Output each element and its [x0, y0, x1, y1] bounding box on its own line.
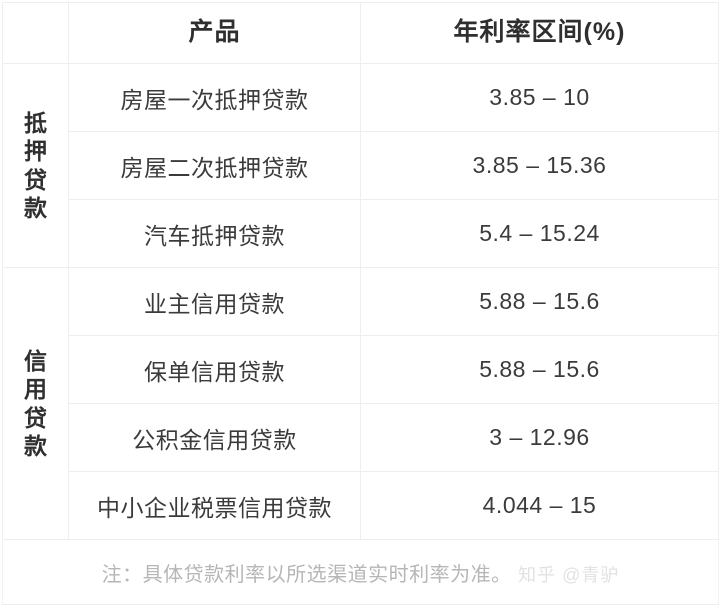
- column-header-product-label: 产品: [188, 18, 241, 47]
- table-row: 中小企业税票信用贷款 4.044 – 15: [3, 471, 719, 540]
- cell-rate-range: 3.85 – 10: [360, 63, 719, 132]
- table-row: 保单信用贷款 5.88 – 15.6: [3, 335, 719, 404]
- cell-rate-range: 5.88 – 15.6: [360, 335, 719, 404]
- table-row: 信用贷款 业主信用贷款 5.88 – 15.6: [2, 267, 719, 540]
- table-row: 抵押贷款 房屋一次抵押贷款 3.85 – 10: [2, 63, 719, 268]
- table-footer-cell: 注：具体贷款利率以所选渠道实时利率为准。 知乎 @青驴: [2, 539, 719, 605]
- column-header-product: 产品: [68, 2, 361, 64]
- table-row: 公积金信用贷款 3 – 12.96: [3, 403, 719, 472]
- row-group-label-text: 信用贷款: [24, 348, 47, 459]
- row-group-label-mortgage: 抵押贷款: [2, 63, 69, 268]
- cell-rate-range: 4.044 – 15: [360, 471, 719, 540]
- cell-rate-range: 3 – 12.96: [360, 403, 719, 472]
- table-row: 汽车抵押贷款 5.4 – 15.24: [3, 199, 719, 268]
- table-header-row: 产品 年利率区间(%): [2, 2, 719, 64]
- footer-inner: 注：具体贷款利率以所选渠道实时利率为准。 知乎 @青驴: [102, 558, 620, 587]
- column-header-rate-label: 年利率区间(%): [453, 18, 626, 47]
- row-group-label-credit: 信用贷款: [2, 267, 69, 540]
- footer-note-text: 注：具体贷款利率以所选渠道实时利率为准。: [101, 563, 512, 586]
- watermark-label: 知乎 @青驴: [518, 564, 620, 585]
- cell-rate-range: 5.88 – 15.6: [360, 267, 719, 336]
- cell-product-name: 中小企业税票信用贷款: [68, 471, 361, 540]
- table-row: 房屋二次抵押贷款 3.85 – 15.36: [3, 131, 719, 200]
- table-body: 抵押贷款 房屋一次抵押贷款 3.85 – 10 房屋二次抵押贷款 3.85 – …: [2, 63, 719, 605]
- cell-rate-range: 5.4 – 15.24: [360, 199, 719, 268]
- cell-product-name: 房屋二次抵押贷款: [68, 131, 361, 200]
- table-header: 产品 年利率区间(%): [2, 2, 719, 64]
- row-group-label-text: 抵押贷款: [24, 110, 47, 221]
- cell-product-name: 汽车抵押贷款: [68, 199, 361, 268]
- cell-product-name: 业主信用贷款: [68, 267, 361, 336]
- column-header-rate: 年利率区间(%): [360, 2, 719, 64]
- cell-product-name: 保单信用贷款: [68, 335, 361, 404]
- cell-product-name: 房屋一次抵押贷款: [68, 63, 361, 132]
- table-footer-row: 注：具体贷款利率以所选渠道实时利率为准。 知乎 @青驴: [2, 539, 719, 605]
- column-header-category: [2, 2, 69, 64]
- cell-product-name: 公积金信用贷款: [68, 403, 361, 472]
- cell-rate-range: 3.85 – 15.36: [360, 131, 719, 200]
